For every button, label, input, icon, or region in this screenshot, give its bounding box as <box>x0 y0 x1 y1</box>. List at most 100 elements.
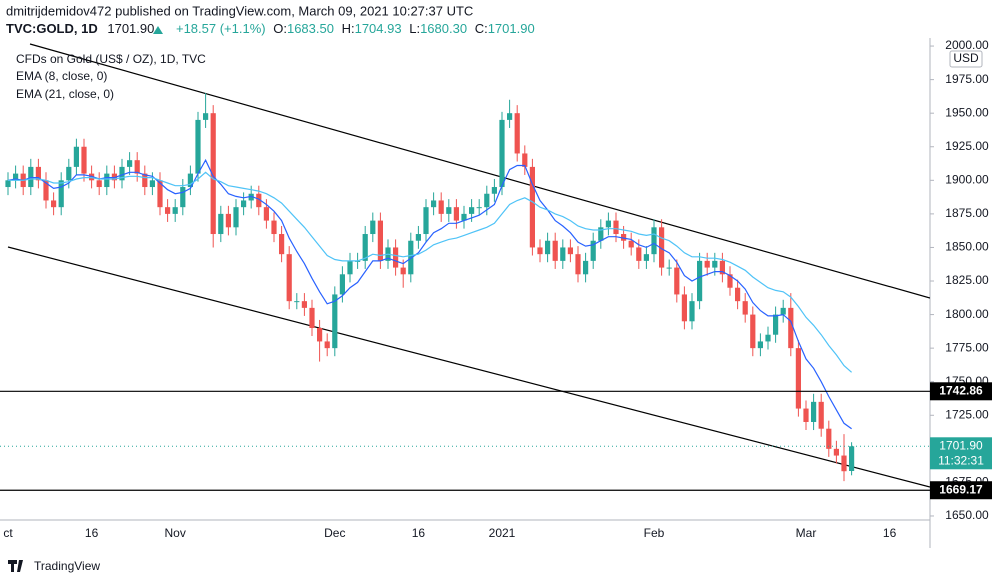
y-tick-label: 1950.00 <box>945 105 989 119</box>
candle-body <box>567 247 573 255</box>
candle-body <box>324 341 330 349</box>
candle-body <box>370 220 376 235</box>
candle-body <box>81 146 87 174</box>
candle-body <box>332 294 338 349</box>
ema-line <box>7 158 852 430</box>
candle-body <box>142 173 148 188</box>
candle-body <box>499 119 505 188</box>
candle-body <box>5 180 11 188</box>
y-tick-label: 1800.00 <box>945 307 989 321</box>
y-tick-label: 1900.00 <box>945 172 989 186</box>
candle-body <box>689 301 695 322</box>
up-arrow-icon <box>153 26 163 34</box>
y-tick-label: 1925.00 <box>945 139 989 153</box>
candle-body <box>58 180 64 208</box>
candle-body <box>765 334 771 342</box>
x-tick-label: Feb <box>644 526 665 540</box>
price-line-box <box>930 382 992 401</box>
candle-body <box>438 200 444 214</box>
price-line-box <box>930 481 992 500</box>
candle-body <box>476 207 482 209</box>
candle-body <box>507 113 513 120</box>
candle-body <box>849 446 855 471</box>
candle-body <box>362 234 368 261</box>
candle-body <box>127 160 133 167</box>
ohlc-value: 1683.50 <box>287 21 334 36</box>
candle-body <box>339 274 345 295</box>
candle-body <box>514 113 520 154</box>
candle-body <box>788 307 794 349</box>
candle-body <box>522 153 528 167</box>
y-tick-label: 1850.00 <box>945 240 989 254</box>
candle-body <box>469 207 475 214</box>
candle-body <box>545 240 551 255</box>
candle-body <box>248 193 254 201</box>
candle-body <box>712 260 718 268</box>
ohlc-label: C: <box>475 21 488 36</box>
plot-area <box>5 43 930 488</box>
ohlc-value: 1701.90 <box>488 21 535 36</box>
candle-body <box>218 213 224 235</box>
candle-body <box>651 227 657 255</box>
candle-body <box>833 448 839 456</box>
x-tick-label: 2021 <box>489 526 516 540</box>
candle-body <box>818 401 824 429</box>
last-price-label: 1701.90 <box>939 438 983 452</box>
ohlc-label: H: <box>342 21 355 36</box>
candle-body <box>263 207 269 221</box>
candle-body <box>241 200 247 208</box>
candle-body <box>43 180 49 201</box>
candle-body <box>773 314 779 335</box>
symbol-line: TVC:GOLD, 1D 1701.90 +18.57 (+1.1%) O:16… <box>6 21 535 36</box>
candle-body <box>423 207 429 235</box>
price-line-label: 1669.17 <box>939 482 983 496</box>
y-tick-label: 1650.00 <box>945 508 989 522</box>
candle-body <box>621 234 627 241</box>
footer-logo: TradingView <box>8 559 100 573</box>
candle-body <box>826 428 832 449</box>
x-tick-label: 16 <box>412 526 426 540</box>
candle-body <box>180 187 186 208</box>
candle-body <box>719 260 725 275</box>
candle-body <box>203 113 209 120</box>
change: +18.57 (+1.1%) <box>176 21 266 36</box>
candle-body <box>803 408 809 422</box>
currency-box <box>949 50 983 68</box>
candle-body <box>28 166 34 188</box>
y-tick-label: 1825.00 <box>945 273 989 287</box>
candle-body <box>309 307 315 329</box>
candle-body <box>104 173 110 188</box>
candle-body <box>157 180 163 208</box>
candle-body <box>643 254 649 261</box>
candle-body <box>13 173 19 181</box>
candle-body <box>66 166 72 181</box>
legend-title: CFDs on Gold (US$ / OZ), 1D, TVC <box>16 52 206 66</box>
candle-body <box>233 207 239 228</box>
ohlc-label: L: <box>409 21 420 36</box>
currency: USD <box>953 51 979 65</box>
ohlc-label: O: <box>273 21 287 36</box>
candle-body <box>590 240 596 261</box>
channel-upper-line <box>29 43 930 299</box>
y-tick-label: 1975.00 <box>945 72 989 86</box>
candle-body <box>598 227 604 241</box>
x-tick-label: Nov <box>165 526 186 540</box>
candle-body <box>431 200 437 208</box>
x-tick-label: 16 <box>883 526 897 540</box>
candle-body <box>757 341 763 349</box>
candle-body <box>780 307 786 315</box>
candle-body <box>89 173 95 181</box>
last-price-box <box>930 437 992 470</box>
candle-body <box>575 254 581 275</box>
candle-body <box>415 234 421 241</box>
legend-entry: EMA (21, close, 0) <box>16 87 114 101</box>
x-tick-label: 16 <box>85 526 99 540</box>
candle-body <box>279 234 285 255</box>
candle-body <box>400 267 406 275</box>
ohlc-value: 1680.30 <box>420 21 467 36</box>
candle-body <box>674 267 680 295</box>
candle-body <box>681 294 687 322</box>
candle-body <box>628 240 634 248</box>
candle-body <box>750 314 756 349</box>
